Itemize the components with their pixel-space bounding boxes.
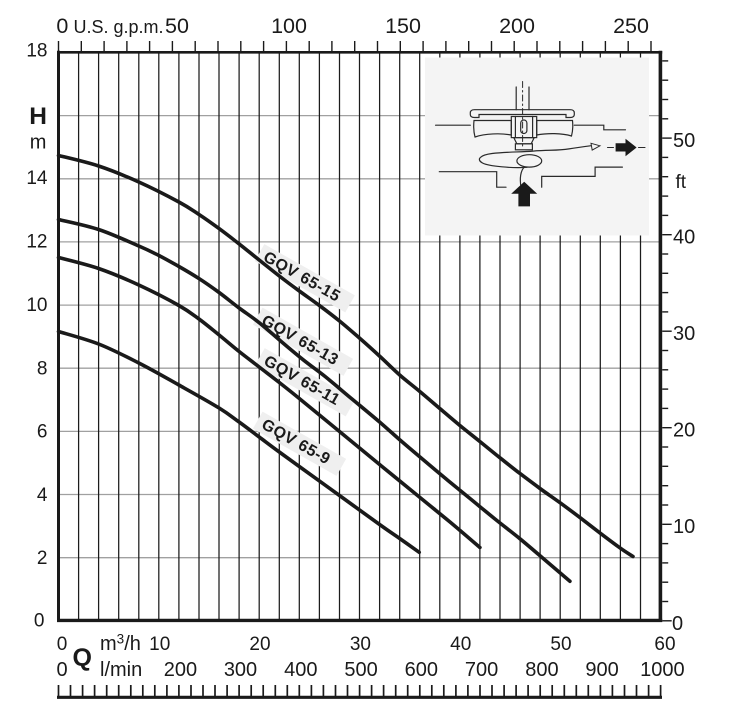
svg-text:0: 0 <box>672 613 683 635</box>
svg-text:2: 2 <box>37 548 48 569</box>
svg-text:900: 900 <box>585 659 618 681</box>
svg-text:40: 40 <box>450 634 471 655</box>
svg-text:0: 0 <box>34 611 45 632</box>
svg-text:Q: Q <box>73 644 92 672</box>
svg-text:500: 500 <box>344 659 377 681</box>
svg-text:250: 250 <box>613 14 649 38</box>
svg-text:10: 10 <box>149 634 170 655</box>
svg-text:U.S. g.p.m.: U.S. g.p.m. <box>73 17 163 37</box>
svg-text:100: 100 <box>271 14 307 38</box>
svg-text:10: 10 <box>26 295 47 316</box>
svg-text:200: 200 <box>164 659 197 681</box>
svg-text:0: 0 <box>56 659 67 681</box>
svg-text:0: 0 <box>57 634 68 655</box>
svg-text:300: 300 <box>224 659 257 681</box>
svg-text:150: 150 <box>385 14 421 38</box>
svg-text:H: H <box>29 103 47 130</box>
svg-text:200: 200 <box>499 14 535 38</box>
svg-text:0: 0 <box>56 14 68 38</box>
svg-text:400: 400 <box>284 659 317 681</box>
svg-text:30: 30 <box>673 323 695 345</box>
svg-text:m3/h: m3/h <box>100 632 141 656</box>
svg-text:12: 12 <box>26 231 47 252</box>
svg-text:14: 14 <box>26 168 48 189</box>
svg-text:8: 8 <box>37 358 48 379</box>
svg-text:800: 800 <box>525 659 558 681</box>
svg-text:10: 10 <box>673 516 695 538</box>
svg-text:700: 700 <box>465 659 498 681</box>
svg-text:20: 20 <box>673 420 695 442</box>
svg-text:6: 6 <box>37 422 48 443</box>
svg-text:m: m <box>30 132 47 154</box>
svg-text:600: 600 <box>405 659 438 681</box>
svg-text:18: 18 <box>26 40 47 61</box>
svg-text:4: 4 <box>37 485 48 506</box>
svg-text:l/min: l/min <box>100 659 142 681</box>
svg-text:50: 50 <box>165 14 189 38</box>
svg-text:60: 60 <box>654 634 675 655</box>
svg-text:ft: ft <box>676 172 687 193</box>
svg-text:1000: 1000 <box>640 659 685 681</box>
svg-text:40: 40 <box>673 227 695 249</box>
svg-text:30: 30 <box>350 634 371 655</box>
svg-text:50: 50 <box>673 130 695 152</box>
svg-text:50: 50 <box>550 634 571 655</box>
svg-text:20: 20 <box>249 634 270 655</box>
